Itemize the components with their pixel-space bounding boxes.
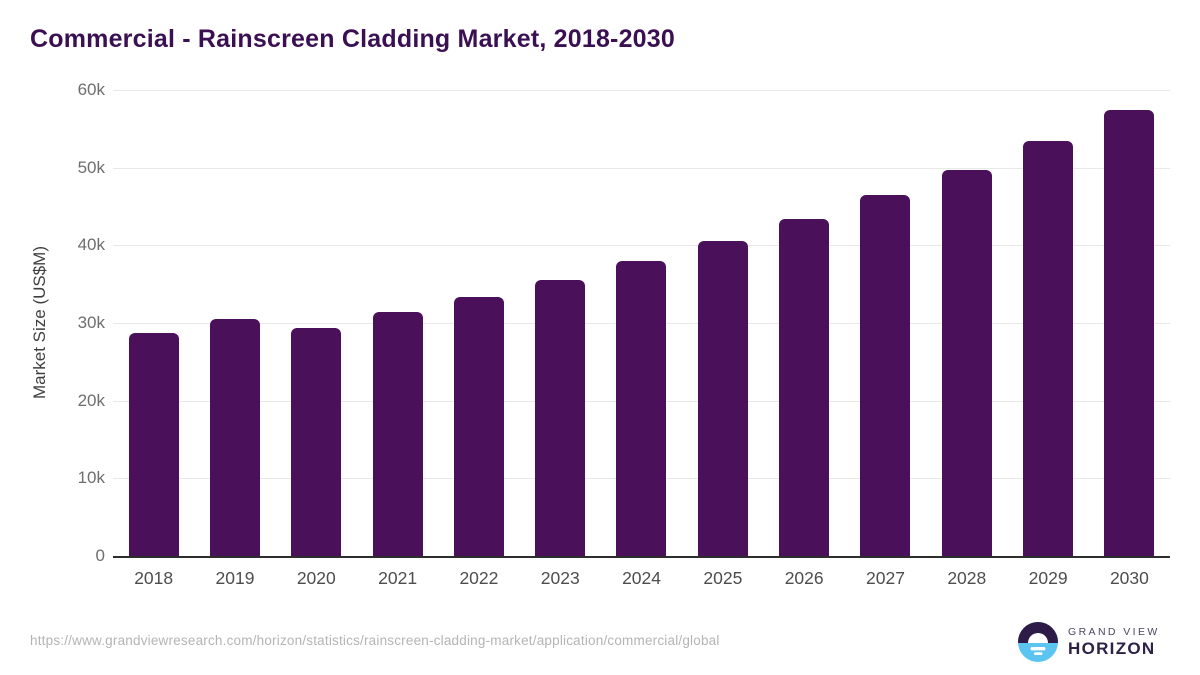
x-tick-label-2026: 2026 (784, 568, 824, 588)
bar-2026 (779, 218, 830, 556)
bar-series (113, 90, 1170, 556)
y-tick-label-0: 0 (95, 546, 105, 565)
logo-text-horizon: HORIZON (1068, 639, 1156, 658)
bar-2029 (1022, 141, 1073, 556)
y-tick-label-50k: 50k (77, 157, 105, 177)
bar-2021 (372, 312, 423, 556)
gridline-60k (113, 90, 1170, 91)
x-tick-label-2020: 2020 (296, 568, 336, 588)
bar-2027 (860, 194, 911, 556)
brand-logo: GRAND VIEW HORIZON (1018, 622, 1160, 662)
source-url: https://www.grandviewresearch.com/horizo… (30, 633, 720, 648)
x-tick-label-2028: 2028 (947, 568, 987, 588)
chart-title: Commercial - Rainscreen Cladding Market,… (30, 25, 675, 53)
bar-2022 (453, 297, 504, 556)
plot-area (113, 90, 1170, 558)
horizon-logo-icon (1018, 622, 1058, 662)
y-tick-label-60k: 60k (77, 80, 105, 99)
x-tick-label-2030: 2030 (1109, 568, 1149, 588)
bar-2028 (941, 170, 992, 556)
bar-2023 (535, 280, 586, 556)
bar-2030 (1104, 110, 1155, 556)
y-tick-label-10k: 10k (77, 468, 105, 488)
x-tick-label-2023: 2023 (540, 568, 580, 588)
x-tick-label-2025: 2025 (703, 568, 743, 588)
bar-2025 (697, 241, 748, 556)
x-tick-label-2018: 2018 (134, 568, 174, 588)
x-tick-label-2027: 2027 (866, 568, 905, 588)
y-tick-label-40k: 40k (77, 235, 105, 255)
x-tick-label-2019: 2019 (215, 568, 255, 588)
bar-2019 (209, 319, 260, 556)
footer: https://www.grandviewresearch.com/horizo… (0, 612, 1200, 675)
x-tick-label-2024: 2024 (622, 568, 661, 588)
x-axis-labels: 2018 2019 2020 2021 2022 2023 2024 2025 2026 2027… (113, 568, 1170, 589)
x-tick-label-2029: 2029 (1028, 568, 1068, 588)
logo-text: GRAND VIEW HORIZON (1068, 626, 1160, 658)
bar-2018 (128, 333, 179, 556)
gridline-40k (113, 245, 1170, 247)
x-tick-label-2021: 2021 (378, 568, 418, 588)
y-axis-labels: 0 10k 20k 30k 40k 50k 60k (0, 81, 105, 565)
bar-2024 (616, 260, 667, 556)
logo-text-grand-view: GRAND VIEW (1068, 626, 1160, 638)
x-tick-label-2022: 2022 (459, 568, 499, 588)
y-tick-label-20k: 20k (77, 390, 105, 410)
bar-2020 (291, 327, 342, 556)
y-tick-label-30k: 30k (77, 313, 105, 332)
gridline-50k (113, 167, 1170, 169)
